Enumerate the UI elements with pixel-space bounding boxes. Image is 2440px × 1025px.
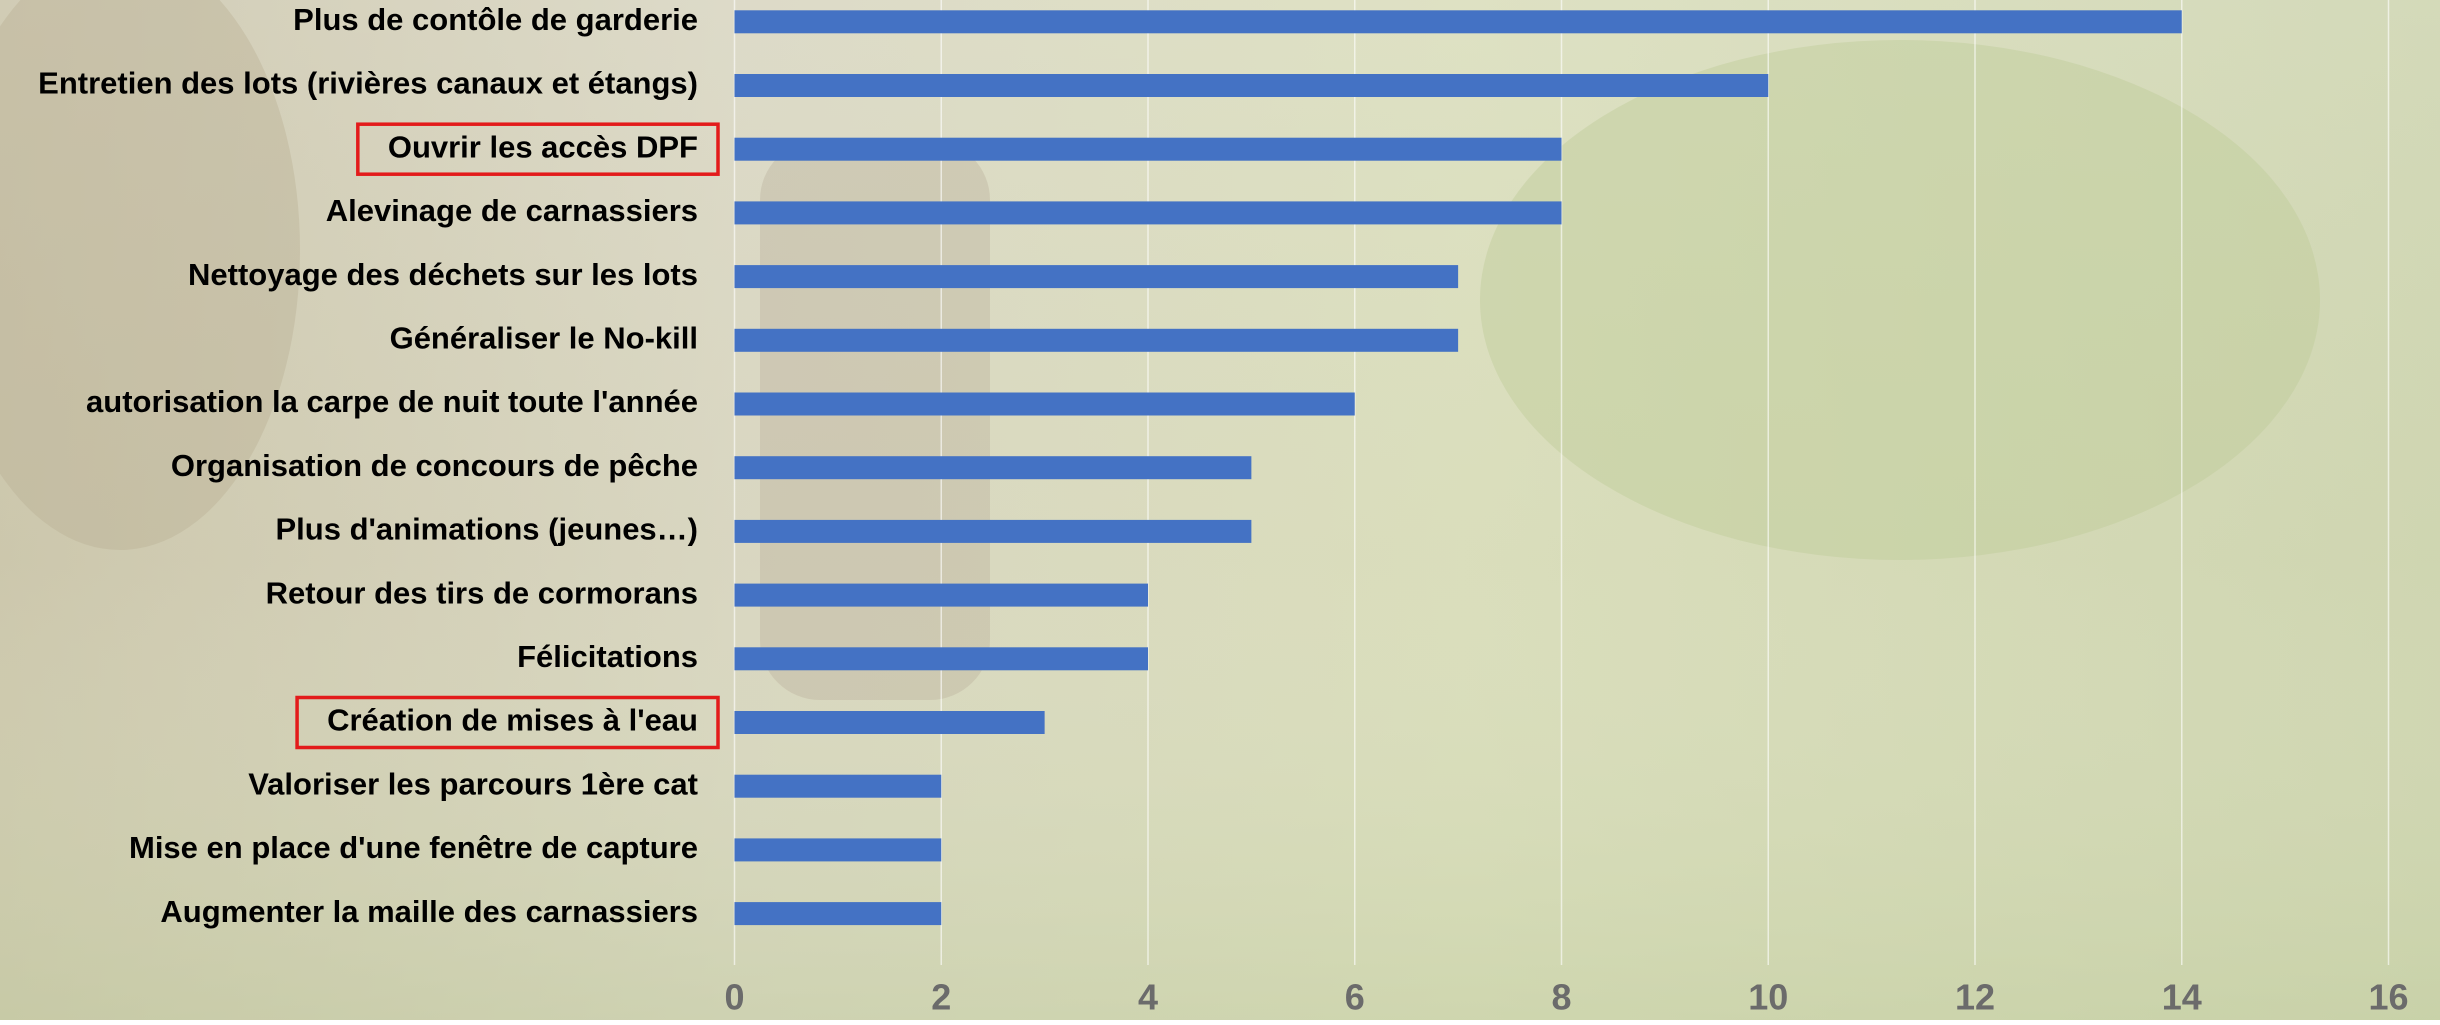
plot: 0 2 4 6 8 10 12 14 16 Plus de contôle de garderie… bbox=[38, 0, 2409, 1018]
x-tick-label: 8 bbox=[1551, 977, 1571, 1018]
y-tick-label: Alevinage de carnassiers bbox=[326, 193, 698, 228]
y-tick-label: Entretien des lots (rivières canaux et é… bbox=[38, 66, 698, 101]
bar bbox=[734, 902, 942, 926]
y-tick-label: Ouvrir les accès DPF bbox=[388, 129, 698, 164]
y-tick-label: Mise en place d'une fenêtre de capture bbox=[129, 830, 698, 865]
x-tick-label: 6 bbox=[1345, 977, 1365, 1018]
tree bbox=[0, 0, 300, 550]
y-tick-label: Nettoyage des déchets sur les lots bbox=[188, 257, 698, 292]
bar bbox=[734, 583, 1148, 607]
y-tick-label: Organisation de concours de pêche bbox=[171, 448, 698, 483]
y-tick-label: Valoriser les parcours 1ère cat bbox=[248, 766, 698, 801]
x-tick-label: 0 bbox=[724, 977, 744, 1018]
bar bbox=[734, 201, 1562, 225]
x-tick-label: 14 bbox=[2162, 977, 2202, 1018]
y-tick-label: Augmenter la maille des carnassiers bbox=[160, 894, 698, 929]
bar bbox=[734, 711, 1045, 734]
bar bbox=[734, 838, 942, 862]
y-tick-label: Généraliser le No-kill bbox=[390, 320, 698, 355]
foliage bbox=[1480, 40, 2320, 560]
y-tick-label: Retour des tirs de cormorans bbox=[266, 575, 698, 610]
bar bbox=[734, 647, 1148, 671]
x-tick-label: 12 bbox=[1955, 977, 1995, 1018]
x-tick-label: 16 bbox=[2368, 977, 2408, 1018]
x-tick-label: 2 bbox=[931, 977, 951, 1018]
y-tick-label: Plus de contôle de garderie bbox=[293, 2, 698, 37]
x-tick-label: 10 bbox=[1748, 977, 1788, 1018]
bar bbox=[734, 10, 2182, 34]
bar bbox=[734, 392, 1355, 416]
y-tick-label: Félicitations bbox=[517, 639, 698, 674]
bar bbox=[734, 74, 1769, 97]
y-tick-label: autorisation la carpe de nuit toute l'an… bbox=[86, 384, 698, 419]
bar bbox=[734, 519, 1252, 543]
y-tick-label: Création de mises à l'eau bbox=[327, 703, 698, 738]
bar bbox=[734, 137, 1562, 161]
highlight-box bbox=[356, 122, 720, 176]
bar bbox=[734, 328, 1459, 352]
y-tick-label: Plus d'animations (jeunes…) bbox=[276, 512, 699, 547]
bar bbox=[734, 265, 1459, 289]
x-tick-label: 4 bbox=[1138, 977, 1158, 1018]
bar bbox=[734, 456, 1252, 480]
highlight-box bbox=[295, 695, 720, 750]
bar bbox=[734, 774, 942, 798]
